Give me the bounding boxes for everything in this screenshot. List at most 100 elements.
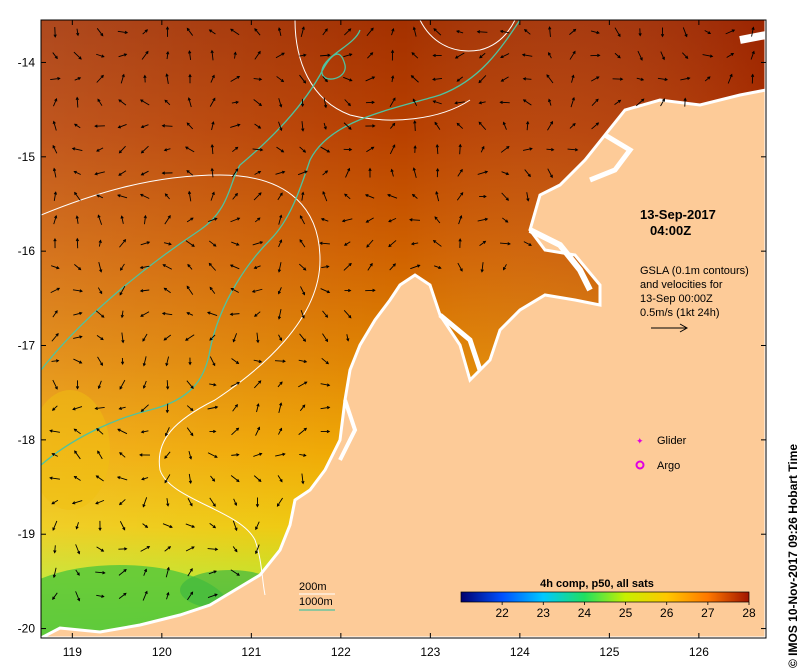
- velocity-arrow: [299, 453, 307, 457]
- velocity-arrow: [53, 191, 58, 201]
- velocity-arrow: [116, 476, 128, 481]
- velocity-arrow: [117, 123, 127, 129]
- velocity-arrow: [300, 26, 305, 37]
- gsla-line-3: 13-Sep 00:00Z: [640, 293, 713, 305]
- velocity-arrow: [480, 262, 484, 273]
- plot-frame: [40, 19, 767, 639]
- velocity-arrow: [521, 53, 533, 57]
- lon-tick-124: 124: [510, 20, 530, 659]
- velocity-arrow: [300, 286, 306, 296]
- velocity-arrow: [591, 98, 599, 107]
- velocity-arrow: [321, 357, 330, 365]
- velocity-arrow: [252, 148, 264, 152]
- velocity-arrow: [344, 99, 351, 107]
- velocity-arrow: [231, 168, 239, 178]
- velocity-arrow: [139, 453, 150, 457]
- velocity-arrow: [499, 100, 510, 104]
- colorbar-tick-label: 26: [660, 606, 674, 620]
- velocity-arrow: [432, 77, 443, 81]
- velocity-arrow: [255, 544, 260, 555]
- colorbar-tick-label: 28: [742, 606, 756, 620]
- velocity-arrow: [612, 77, 624, 81]
- argo-marker-icon: [635, 460, 645, 470]
- velocity-arrow: [207, 593, 218, 599]
- velocity-arrow: [211, 121, 215, 131]
- velocity-arrow: [320, 383, 331, 387]
- velocity-arrow: [140, 311, 150, 317]
- velocity-arrow: [73, 358, 83, 364]
- velocity-arrow: [53, 545, 57, 554]
- velocity-arrow: [323, 122, 327, 130]
- velocity-arrow: [98, 262, 103, 273]
- velocity-arrow: [187, 568, 193, 577]
- velocity-arrow: [76, 28, 80, 37]
- velocity-arrow: [456, 30, 464, 34]
- velocity-arrow: [118, 145, 126, 154]
- velocity-arrow: [141, 477, 149, 481]
- velocity-arrow: [750, 73, 755, 84]
- velocity-arrow: [320, 146, 331, 153]
- velocity-arrow: [682, 27, 688, 38]
- velocity-arrow: [501, 171, 510, 176]
- velocity-arrow: [97, 98, 103, 106]
- velocity-arrow: [638, 28, 642, 37]
- velocity-arrow: [365, 217, 374, 223]
- velocity-arrow: [207, 547, 219, 551]
- velocity-arrow: [479, 194, 487, 199]
- velocity-arrow: [141, 50, 149, 60]
- velocity-arrow: [51, 333, 59, 342]
- lat-tick--20: -20: [18, 622, 766, 636]
- velocity-arrow: [275, 452, 286, 457]
- velocity-arrow: [140, 430, 149, 434]
- velocity-arrow: [233, 498, 238, 507]
- velocity-arrow: [140, 170, 149, 176]
- velocity-arrow: [94, 171, 105, 176]
- glider-label: Glider: [657, 435, 687, 447]
- velocity-arrow: [660, 51, 665, 61]
- lon-tick-label: 119: [63, 645, 82, 659]
- velocity-arrow: [188, 73, 192, 84]
- velocity-arrow: [567, 148, 579, 152]
- velocity-arrow: [365, 76, 376, 82]
- velocity-arrow: [52, 52, 58, 60]
- velocity-arrow: [117, 194, 128, 199]
- velocity-arrow: [254, 311, 261, 317]
- lat-tick-label: -16: [18, 244, 36, 258]
- lon-tick-label: 120: [152, 645, 172, 659]
- land-area: [41, 20, 766, 638]
- velocity-arrow: [210, 167, 214, 178]
- velocity-arrow: [71, 147, 83, 152]
- velocity-arrow: [186, 312, 194, 316]
- velocity-arrow: [186, 122, 194, 130]
- velocity-arrow: [52, 167, 57, 178]
- velocity-arrow: [207, 311, 218, 316]
- velocity-arrow: [276, 146, 285, 153]
- velocity-arrow: [74, 191, 81, 201]
- velocity-arrow: [522, 99, 532, 106]
- velocity-arrow: [320, 429, 331, 434]
- velocity-arrow: [186, 170, 194, 176]
- velocity-arrow: [300, 98, 305, 108]
- velocity-arrow: [432, 53, 442, 58]
- velocity-arrow: [139, 99, 150, 106]
- velocity-arrow: [411, 52, 419, 59]
- velocity-arrow: [73, 428, 81, 435]
- velocity-arrow: [569, 28, 577, 35]
- velocity-arrow: [96, 74, 104, 83]
- lon-tick-label: 126: [689, 645, 709, 659]
- velocity-arrow: [548, 98, 552, 106]
- velocity-arrow: [366, 146, 375, 153]
- velocity-arrow: [253, 99, 263, 107]
- colorbar-tick-label: 22: [495, 606, 509, 620]
- velocity-arrow: [97, 450, 103, 460]
- velocity-arrow: [140, 404, 149, 412]
- velocity-arrow: [343, 76, 353, 82]
- velocity-arrow: [275, 52, 285, 59]
- velocity-arrow: [142, 333, 148, 342]
- velocity-arrow: [523, 241, 532, 246]
- velocity-arrow: [503, 264, 507, 271]
- velocity-arrow: [163, 287, 171, 294]
- velocity-arrow: [346, 334, 350, 342]
- velocity-arrow: [277, 262, 282, 273]
- velocity-arrow: [344, 193, 351, 200]
